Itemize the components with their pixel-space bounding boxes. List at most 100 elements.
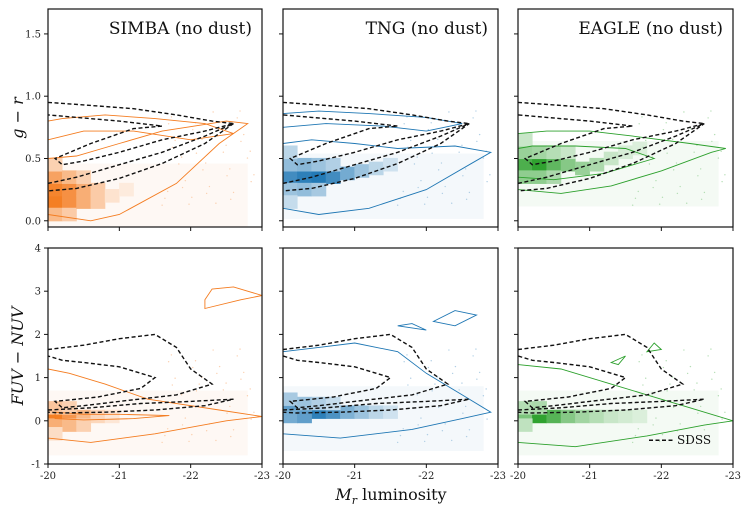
density-cell (603, 151, 619, 166)
scatter-point (226, 412, 228, 414)
y-tick-label: 0 (35, 416, 41, 427)
x-tick-label: -20 (510, 471, 526, 482)
scatter-point (192, 128, 194, 131)
scatter-point (434, 383, 436, 385)
density-cell (62, 170, 77, 184)
density-cell (90, 182, 106, 197)
sim-contour (432, 310, 478, 327)
scatter-point (672, 138, 674, 141)
scatter-point (212, 111, 214, 113)
scatter-point (724, 174, 726, 176)
scatter-point (222, 389, 225, 391)
scatter-point (464, 168, 467, 170)
density-cell (532, 157, 547, 172)
panel-bottom-right: -20 -21 -22 -23 SDSS (510, 247, 741, 482)
scatter-point (489, 174, 491, 176)
scatter-point (417, 186, 419, 189)
scatter-point (250, 418, 252, 420)
scatter-point (658, 203, 661, 205)
scatter-point (482, 157, 485, 159)
scatter-point (416, 394, 418, 396)
panel-plot-area (518, 333, 733, 456)
density-cell (546, 145, 562, 160)
scatter-point (631, 204, 634, 206)
scatter-point (423, 203, 426, 205)
scatter-point (416, 156, 418, 158)
scatter-point (710, 110, 712, 112)
density-cell (325, 157, 341, 172)
scatter-point (651, 394, 653, 396)
scatter-point (703, 429, 706, 431)
scatter-point (700, 435, 703, 438)
x-tick-label: -20 (40, 471, 56, 482)
scatter-point (230, 435, 232, 438)
x-tick-label: -23 (725, 471, 741, 482)
sim-contour (518, 130, 726, 194)
density-cell (383, 405, 398, 419)
scatter-point (672, 169, 675, 171)
scatter-point (420, 417, 422, 419)
scatter-point (208, 185, 211, 188)
scatter-point (679, 185, 681, 188)
scatter-point (638, 123, 640, 125)
scatter-point (431, 390, 433, 392)
scatter-point (226, 175, 228, 177)
sim-contour (204, 286, 262, 310)
scatter-point (672, 376, 674, 378)
scatter-point (437, 376, 439, 378)
scatter-point (697, 412, 699, 414)
scatter-point (174, 139, 176, 142)
x-tick-label: -23 (490, 471, 506, 482)
density-cell (62, 418, 77, 432)
scatter-point (476, 140, 478, 143)
y-tick-label: 1 (35, 373, 41, 384)
panel-plot-area (48, 286, 262, 456)
sim-contour (48, 114, 234, 141)
panel-plot-area (283, 310, 492, 452)
scatter-point (188, 203, 190, 205)
scatter-point (192, 366, 194, 369)
scatter-point (431, 152, 433, 154)
density-cell (518, 157, 533, 172)
sdss-contour (518, 333, 685, 409)
scatter-point (215, 439, 217, 442)
scatter-point (707, 355, 709, 357)
sdss-contour (518, 101, 705, 166)
scatter-point (239, 348, 241, 350)
scatter-point (423, 440, 426, 443)
scatter-point (212, 349, 214, 351)
scatter-point (641, 116, 643, 118)
density-cell (104, 409, 120, 424)
scatter-point (683, 349, 685, 351)
x-tick-label: -22 (653, 471, 669, 482)
density-cell (368, 161, 384, 176)
scatter-point (634, 434, 637, 437)
scatter-point (229, 405, 231, 408)
scatter-point (696, 382, 698, 384)
density-cell (518, 401, 533, 415)
scatter-point (465, 435, 468, 438)
density-cell (311, 182, 327, 197)
density-cell (546, 170, 562, 184)
scatter-point (240, 378, 242, 380)
density-cell (283, 157, 298, 172)
density-cell (575, 409, 590, 424)
density-cell (518, 170, 533, 184)
panel-top-left: 0.0 0.5 1.0 1.5 SIMBA (no dust) (25, 8, 263, 231)
scatter-point (215, 202, 217, 204)
sim-contour (54, 411, 170, 421)
scatter-point (191, 433, 193, 436)
scatter-point (178, 163, 180, 165)
scatter-point (253, 174, 255, 176)
panel-frame (517, 8, 734, 228)
scatter-point (486, 180, 488, 183)
scatter-point (170, 354, 173, 356)
scatter-point (166, 190, 169, 193)
scatter-point (444, 423, 446, 425)
scatter-point (243, 133, 245, 136)
scatter-point (164, 197, 166, 200)
sdss-contour (283, 398, 470, 414)
density-cell (311, 396, 327, 411)
scatter-point (246, 395, 249, 397)
scatter-point (188, 440, 190, 443)
